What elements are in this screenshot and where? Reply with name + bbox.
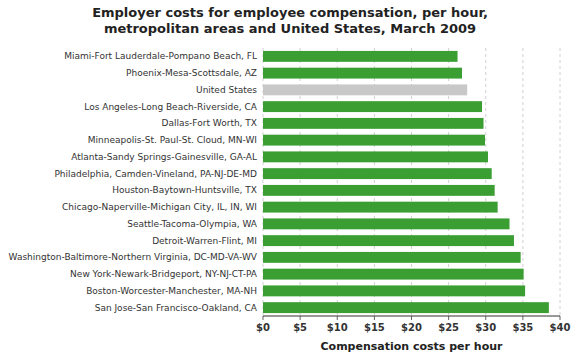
bar — [263, 84, 467, 95]
category-label: Dallas-Fort Worth, TX — [161, 118, 257, 128]
title: Employer costs for employee compensation… — [92, 5, 488, 36]
bar — [263, 302, 549, 313]
grid — [263, 48, 560, 316]
bar — [263, 202, 498, 213]
x-axis: $0 $5 $10 $15 $20 $25 $30 $35 $40 — [256, 316, 570, 333]
category-label: Washington-Baltimore-Northern Virginia, … — [9, 252, 258, 262]
bar — [263, 285, 525, 296]
bar — [263, 168, 492, 179]
tick-mark — [411, 316, 412, 320]
bar — [263, 185, 495, 196]
x-axis-line — [263, 316, 560, 317]
tick-mark — [522, 316, 523, 320]
bar — [263, 118, 484, 129]
category-label: Phoenix-Mesa-Scottsdale, AZ — [126, 68, 257, 78]
bar — [263, 68, 462, 79]
tick-label: $10 — [327, 322, 348, 333]
category-label: Boston-Worcester-Manchester, MA-NH — [86, 286, 257, 296]
category-label: New York-Newark-Bridgeport, NY-NJ-CT-PA — [70, 269, 258, 279]
bar — [263, 101, 482, 112]
category-label: Chicago-Naperville-Michigan City, IL, IN… — [62, 202, 257, 212]
bar — [263, 269, 524, 280]
tick-label: $15 — [364, 322, 385, 333]
tick-mark — [485, 316, 486, 320]
tick-label: $20 — [401, 322, 422, 333]
tick-label: $0 — [256, 322, 270, 333]
title-line: Employer costs for employee compensation… — [92, 5, 488, 20]
bar — [263, 135, 485, 146]
tick-mark — [448, 316, 449, 320]
category-label: Los Angeles-Long Beach-Riverside, CA — [84, 102, 258, 112]
category-label: Atlanta-Sandy Springs-Gainesville, GA-AL — [71, 152, 257, 162]
tick-mark — [300, 316, 301, 320]
bars — [263, 51, 549, 313]
grid-line — [560, 48, 561, 316]
category-label: Houston-Baytown-Huntsville, TX — [112, 185, 257, 195]
category-label: Philadelphia, Camden-Vineland, PA-NJ-DE-… — [54, 169, 257, 179]
bar — [263, 235, 514, 246]
category-label: Detroit-Warren-Flint, MI — [152, 236, 257, 246]
chart: San Jose-San Francisco-Oakland, CA Boston… — [0, 0, 580, 360]
tick-mark — [337, 316, 338, 320]
tick-mark — [374, 316, 375, 320]
tick-label: $35 — [512, 322, 533, 333]
category-label: Miami-Fort Lauderdale-Pompano Beach, FL — [64, 51, 257, 61]
bar — [263, 218, 510, 229]
y-axis-labels: San Jose-San Francisco-Oakland, CA Boston… — [9, 51, 258, 312]
tick-mark — [263, 316, 264, 320]
tick-label: $5 — [293, 322, 307, 333]
title-line: metropolitan areas and United States, Ma… — [104, 21, 476, 36]
bar — [263, 151, 488, 162]
bar — [263, 252, 521, 263]
category-label: United States — [196, 85, 257, 95]
tick-label: $40 — [550, 322, 571, 333]
tick-mark — [560, 316, 561, 320]
x-axis-label: Compensation costs per hour — [321, 340, 504, 353]
bar — [263, 51, 458, 62]
tick-label: $30 — [475, 322, 496, 333]
tick-label: $25 — [438, 322, 459, 333]
category-label: Seattle-Tacoma-Olympia, WA — [127, 219, 258, 229]
category-label: San Jose-San Francisco-Oakland, CA — [95, 303, 258, 313]
category-label: Minneapolis-St. Paul-St. Cloud, MN-WI — [88, 135, 257, 145]
